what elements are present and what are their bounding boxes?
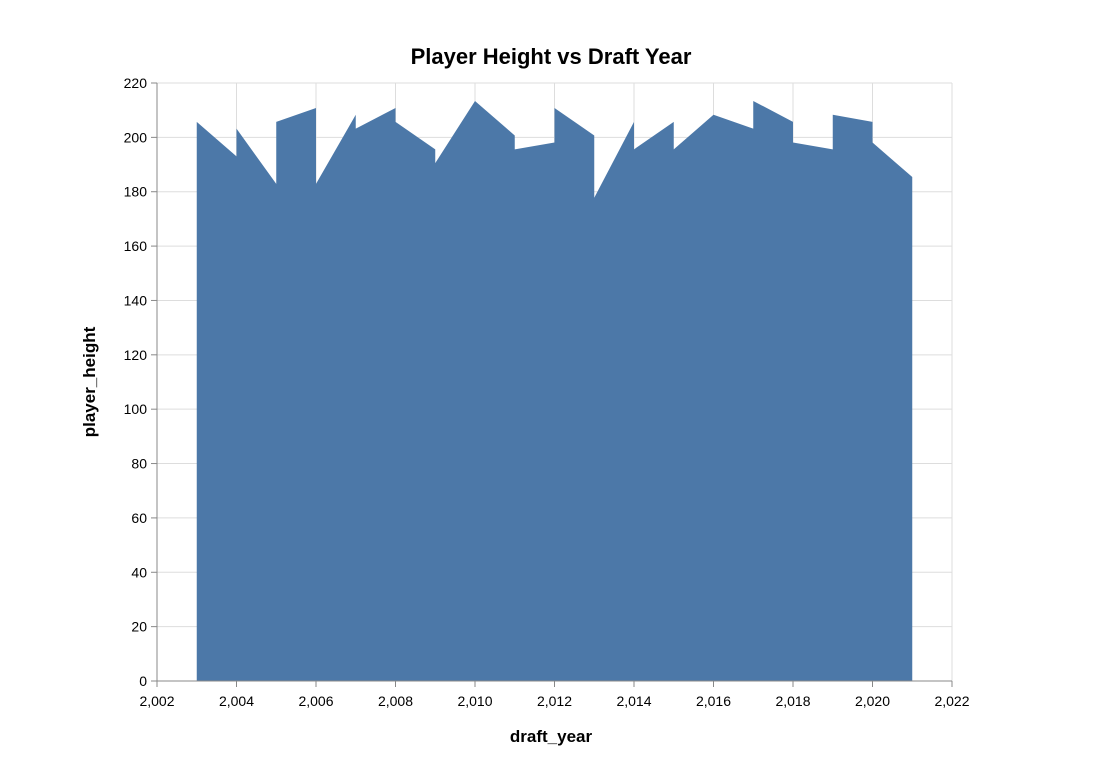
- y-tick-label: 0: [139, 673, 147, 689]
- x-tick-label: 2,012: [537, 693, 572, 709]
- axes: 2,002 2,004 2,006 2,008 2,010 2,012 2,014 2,016…: [124, 75, 970, 709]
- x-tick-label: 2,002: [139, 693, 174, 709]
- x-tick-label: 2,018: [775, 693, 810, 709]
- y-tick-label: 180: [124, 184, 148, 200]
- y-tick-label: 220: [124, 75, 148, 91]
- x-tick-label: 2,016: [696, 693, 731, 709]
- x-axis-label: draft_year: [510, 727, 593, 746]
- y-tick-label: 60: [131, 510, 147, 526]
- y-tick-label: 140: [124, 292, 148, 308]
- area-layer: [196, 100, 913, 681]
- x-tick-label: 2,022: [934, 693, 969, 709]
- x-tick-label: 2,020: [855, 693, 890, 709]
- y-axis-label: player_height: [80, 326, 99, 437]
- y-tick-label: 120: [124, 347, 148, 363]
- y-tick-label: 100: [124, 401, 148, 417]
- y-tick-label: 160: [124, 238, 148, 254]
- area-series: [196, 100, 913, 681]
- chart-title: Player Height vs Draft Year: [411, 44, 692, 69]
- y-tick-label: 40: [131, 564, 147, 580]
- x-tick-label: 2,010: [457, 693, 492, 709]
- x-tick-label: 2,004: [219, 693, 254, 709]
- y-tick-label: 20: [131, 619, 147, 635]
- y-tick-label: 80: [131, 456, 147, 472]
- x-tick-label: 2,014: [616, 693, 651, 709]
- y-tick-label: 200: [124, 129, 148, 145]
- x-tick-label: 2,008: [378, 693, 413, 709]
- x-tick-label: 2,006: [298, 693, 333, 709]
